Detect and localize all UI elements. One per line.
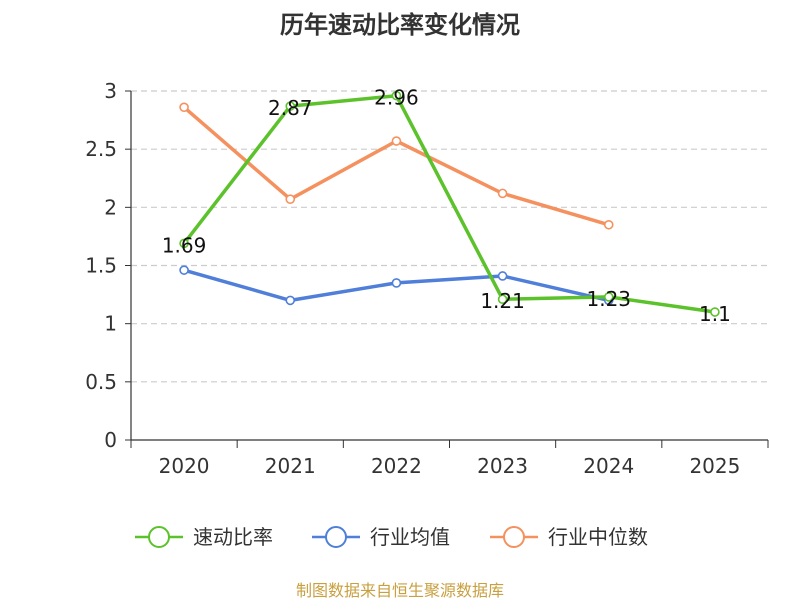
legend-marker — [503, 526, 525, 548]
legend-marker — [148, 526, 170, 548]
y-tick-label: 2 — [104, 195, 117, 219]
legend-marker — [325, 526, 347, 548]
legend[interactable]: 速动比率 行业均值 行业中位数 — [135, 525, 648, 549]
data-point[interactable] — [391, 90, 402, 101]
data-point[interactable] — [391, 136, 402, 146]
data-point[interactable] — [179, 102, 189, 113]
x-tick-label: 2025 — [689, 454, 740, 478]
data-point[interactable] — [603, 219, 614, 230]
grid-lines — [131, 90, 768, 383]
data-point[interactable] — [179, 265, 189, 275]
x-tick-label: 2021 — [265, 454, 316, 478]
y-tick-label: 2.5 — [85, 137, 117, 161]
y-tick-label: 0.5 — [85, 370, 117, 394]
data-point[interactable] — [497, 294, 508, 305]
legend-item[interactable]: 速动比率 — [135, 525, 273, 549]
data-point[interactable] — [497, 271, 508, 281]
data-point[interactable] — [603, 292, 614, 302]
x-tick-label: 2023 — [477, 454, 528, 478]
data-label: 1.23 — [586, 287, 631, 311]
data-labels: 1.69 2.87 2.96 1.21 1.23 1.1 — [162, 86, 731, 326]
data-point[interactable] — [285, 101, 296, 111]
data-point[interactable] — [391, 278, 402, 288]
x-tick-label: 2024 — [583, 454, 634, 478]
chart-title: 历年速动比率变化情况 — [280, 11, 520, 39]
series-group — [179, 90, 720, 317]
axes: 0 0.5 1 1.5 2 2.5 3 2020 2021 2022 2023 2024 2025 — [85, 79, 769, 478]
series-line — [182, 93, 716, 314]
y-tick-label: 0 — [104, 428, 117, 452]
data-point[interactable] — [285, 194, 296, 204]
legend-label: 行业中位数 — [548, 525, 648, 549]
data-point[interactable] — [285, 295, 296, 306]
legend-label: 行业均值 — [370, 525, 450, 549]
data-point[interactable] — [179, 238, 189, 249]
data-point[interactable] — [710, 307, 720, 317]
data-label: 1.1 — [699, 302, 731, 326]
y-tick-label: 1.5 — [85, 254, 117, 278]
legend-item[interactable]: 行业均值 — [312, 525, 450, 549]
legend-label: 速动比率 — [193, 525, 273, 549]
x-tick-label: 2020 — [159, 454, 210, 478]
y-tick-label: 1 — [104, 312, 117, 336]
source-note: 制图数据来自恒生聚源数据库 — [296, 581, 504, 600]
legend-item[interactable]: 行业中位数 — [490, 525, 648, 549]
y-tick-label: 3 — [104, 79, 117, 103]
x-tick-label: 2022 — [371, 454, 422, 478]
data-label: 1.69 — [162, 233, 207, 257]
data-label: 2.87 — [268, 96, 313, 120]
data-label: 1.21 — [480, 289, 525, 313]
data-label: 2.96 — [374, 86, 419, 110]
data-point[interactable] — [497, 188, 508, 199]
